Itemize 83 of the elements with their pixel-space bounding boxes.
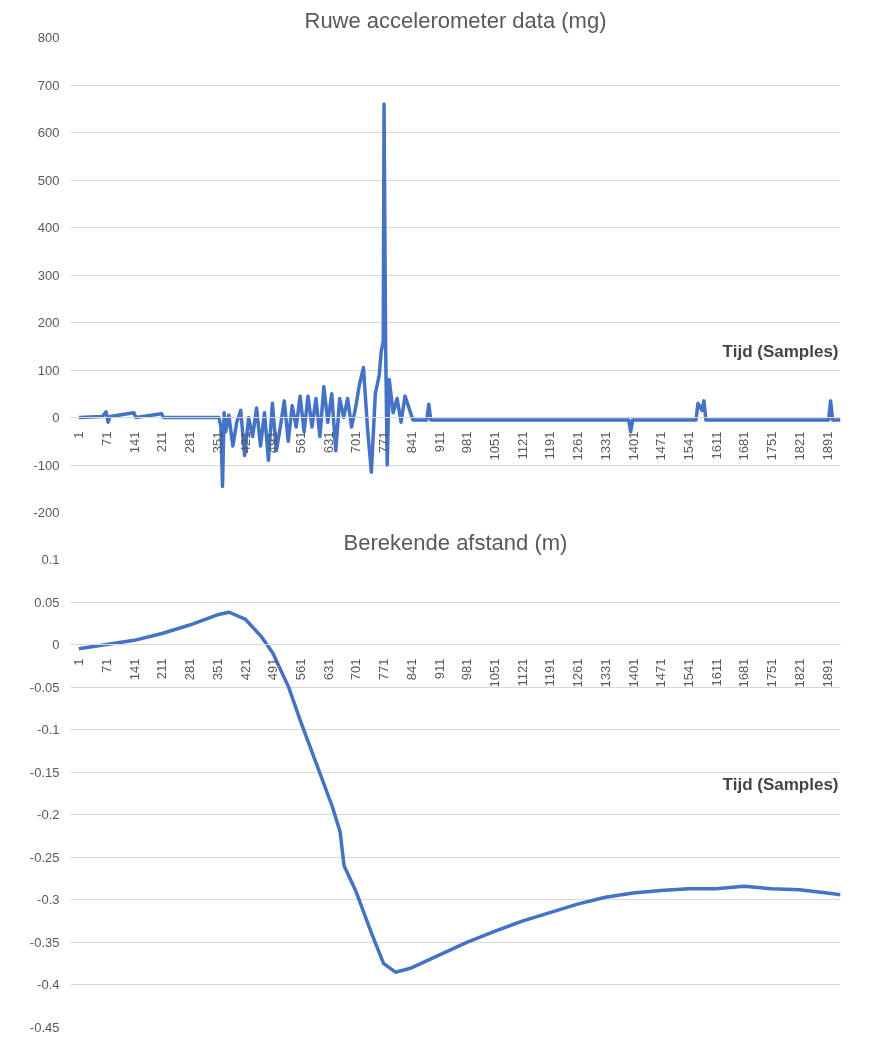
x-tick-label: 421 [237, 431, 253, 454]
x-tick-label: 1541 [680, 658, 696, 688]
x-tick-label: 561 [293, 658, 309, 681]
x-tick-label: 1331 [597, 431, 613, 461]
x-tick-label: 701 [348, 658, 364, 681]
y-tick-label: 500 [37, 172, 60, 188]
x-tick-label: 631 [320, 431, 336, 454]
y-tick-label: 400 [37, 220, 60, 235]
y-tick-label: -0.25 [29, 849, 60, 865]
x-tick-label: 491 [265, 658, 281, 681]
x-tick-label: 1471 [653, 431, 669, 461]
y-tick-label: 0 [52, 637, 60, 653]
x-tick-label: 211 [154, 658, 170, 680]
x-tick-label: 1891 [819, 431, 835, 461]
x-tick-label: 211 [154, 431, 170, 453]
y-tick-label: 0.1 [41, 552, 60, 567]
y-tick-label: -0.15 [29, 764, 60, 780]
y-tick-label: 200 [37, 315, 60, 330]
y-tick-label: -0.35 [29, 934, 60, 950]
x-tick-label: 1611 [708, 658, 724, 687]
x-tick-label: 1471 [653, 658, 669, 688]
x-tick-label: 141 [126, 658, 142, 681]
x-tick-label: 771 [376, 658, 392, 681]
x-tick-label: 1191 [542, 658, 558, 687]
x-tick-label: 981 [459, 658, 475, 681]
y-tick-label: 100 [37, 362, 60, 378]
y-tick-label: -0.2 [37, 807, 60, 823]
x-tick-label: 1121 [514, 658, 530, 687]
x-tick-label: 1611 [708, 431, 724, 460]
x-tick-label: 71 [99, 431, 115, 446]
chart-title: Berekende afstand (m) [343, 529, 568, 555]
x-tick-label: 1681 [736, 658, 752, 688]
y-tick-label: 800 [37, 30, 60, 45]
x-tick-label: 421 [237, 658, 253, 681]
x-tick-label: 1541 [680, 431, 696, 461]
x-tick-label: 1821 [791, 658, 807, 688]
x-tick-label: 1051 [486, 658, 502, 688]
y-tick-label: -0.3 [37, 892, 60, 908]
x-tick-label: 1051 [486, 431, 502, 461]
x-tick-label: 841 [403, 431, 419, 454]
x-tick-label: 491 [265, 431, 281, 454]
x-tick-label: 1 [71, 658, 87, 666]
y-tick-label: 700 [37, 77, 60, 93]
y-tick-label: -0.45 [29, 1020, 60, 1035]
y-tick-label: -0.1 [37, 722, 60, 738]
x-tick-label: 1751 [764, 431, 780, 461]
x-tick-label: 71 [99, 658, 115, 674]
x-tick-label: 1261 [570, 431, 586, 461]
y-tick-label: 0.05 [34, 594, 60, 610]
y-tick-label: -0.4 [37, 977, 60, 993]
x-tick-label: 351 [209, 431, 225, 454]
x-tick-label: 1191 [542, 431, 558, 460]
x-tick-label: 351 [209, 658, 225, 681]
x-tick-label: 911 [431, 658, 447, 680]
x-tick-label: 1331 [597, 658, 613, 688]
x-tick-label: 561 [293, 431, 309, 454]
x-tick-label: 1 [71, 431, 87, 439]
y-tick-label: -0.05 [29, 679, 60, 695]
x-axis-title: Tijd (Samples) [722, 775, 839, 795]
x-axis-title: Tijd (Samples) [722, 341, 839, 361]
x-tick-label: 631 [320, 658, 336, 681]
x-tick-label: 1681 [736, 431, 752, 461]
x-tick-label: 1401 [625, 658, 641, 688]
x-tick-label: 911 [431, 431, 447, 453]
x-tick-label: 1821 [791, 431, 807, 461]
x-tick-label: 1751 [764, 658, 780, 688]
x-tick-label: 701 [348, 431, 364, 454]
x-tick-label: 141 [126, 431, 142, 454]
x-tick-label: 1401 [625, 431, 641, 461]
x-tick-label: 841 [403, 658, 419, 681]
y-tick-label: -100 [33, 457, 60, 473]
x-tick-label: 1121 [514, 431, 530, 460]
y-tick-label: 300 [37, 267, 60, 283]
y-tick-label: 0 [52, 410, 60, 425]
y-tick-label: -200 [33, 505, 60, 520]
x-tick-label: 981 [459, 431, 475, 454]
x-tick-label: 281 [182, 658, 198, 681]
x-tick-label: 1261 [570, 658, 586, 688]
x-tick-label: 1891 [819, 658, 835, 688]
chart-title: Ruwe accelerometer data (mg) [304, 7, 607, 33]
y-tick-label: 600 [37, 125, 60, 140]
x-tick-label: 771 [376, 431, 392, 454]
x-tick-label: 281 [182, 431, 198, 454]
